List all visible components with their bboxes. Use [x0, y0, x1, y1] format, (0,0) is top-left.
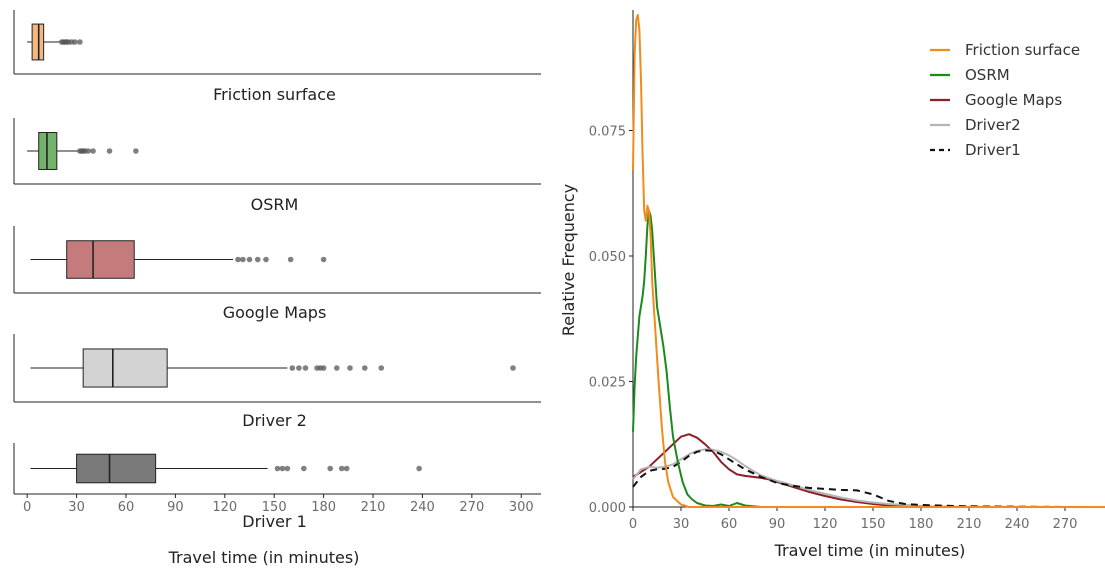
panel-label-google-maps: Google Maps	[223, 303, 327, 322]
x-tick-label: 240	[1005, 517, 1030, 532]
legend-label: OSRM	[965, 66, 1010, 84]
boxplot-driver-2: Driver 2	[13, 334, 541, 430]
x-tick-label: 30	[673, 517, 690, 532]
outlier-point	[77, 39, 83, 45]
box	[66, 240, 135, 279]
box	[31, 23, 45, 61]
outlier-point	[235, 256, 241, 263]
x-tick-label: 210	[957, 517, 982, 532]
x-tick-label: 60	[721, 517, 738, 532]
outlier-point	[279, 465, 286, 472]
x-tick-label: 180	[909, 517, 934, 532]
panel-label-osrm: OSRM	[251, 195, 299, 214]
y-tick-label: 0.075	[589, 124, 626, 139]
density-line-driver1	[632, 449, 1105, 508]
outlier-point	[284, 465, 291, 472]
outlier-point	[246, 256, 253, 263]
outlier-point	[85, 148, 91, 154]
outlier-point	[343, 465, 350, 472]
x-tick-label: 240	[410, 500, 435, 515]
x-tick-label: 30	[68, 500, 85, 515]
outlier-point	[378, 365, 385, 371]
outlier-point	[333, 365, 340, 371]
density-line-google-maps	[632, 433, 1105, 508]
x-tick-label: 210	[361, 500, 386, 515]
outlier-point	[274, 465, 281, 472]
outlier-point	[416, 465, 422, 472]
density-line-friction-surface	[632, 14, 1105, 508]
outlier-point	[302, 365, 309, 371]
outlier-point	[287, 256, 294, 263]
outlier-point	[320, 256, 327, 263]
density-axes: 0.000 0.025 0.050 0.075 0 30 60 90 120 150 180 210 2…	[589, 10, 1105, 532]
x-tick-label: 270	[459, 500, 484, 515]
outlier-point	[296, 365, 302, 371]
boxplot-x-axis: 0 30 60 90 120 150 180 210 240 270 300	[23, 494, 534, 515]
x-tick-label: 120	[813, 517, 838, 532]
outlier-point	[289, 365, 296, 371]
legend-item-google-maps: Google Maps	[930, 91, 1062, 109]
density-y-axis-title: Relative Frequency	[559, 184, 578, 336]
x-tick-label: 150	[861, 517, 886, 532]
outlier-point	[338, 465, 345, 472]
x-tick-label: 60	[118, 500, 135, 515]
outlier-point	[361, 365, 368, 371]
legend-label: Google Maps	[965, 91, 1062, 109]
boxplot-panels: Friction surface OSRM Google Maps Driver 2 D…	[13, 10, 541, 531]
y-tick-label: 0.025	[589, 375, 626, 390]
outlier-point	[327, 465, 334, 472]
outlier-point	[347, 365, 353, 371]
y-tick-label: 0.000	[589, 501, 626, 516]
x-tick-label: 90	[167, 500, 184, 515]
legend-item-driver2: Driver2	[930, 116, 1021, 134]
box	[82, 348, 168, 388]
density-line-driver2	[632, 448, 1105, 508]
outlier-point	[106, 148, 113, 154]
box	[76, 453, 157, 484]
outlier-point	[90, 148, 96, 154]
density-x-axis-title: Travel time (in minutes)	[774, 541, 966, 560]
outlier-point	[301, 465, 307, 472]
x-tick-label: 0	[23, 500, 31, 515]
legend-label: Driver1	[965, 141, 1021, 159]
boxplot-osrm: OSRM	[13, 118, 541, 214]
outlier-point	[510, 365, 516, 371]
legend-item-friction-surface: Friction surface	[930, 41, 1080, 59]
density-legend: Friction surface OSRM Google Maps Driver2 Dr…	[930, 41, 1080, 159]
x-tick-label: 150	[262, 500, 287, 515]
outlier-point	[72, 39, 78, 45]
x-tick-label: 300	[509, 500, 534, 515]
boxplot-x-axis-title: Travel time (in minutes)	[168, 548, 360, 567]
outlier-point	[133, 148, 139, 154]
x-tick-label: 270	[1053, 517, 1078, 532]
legend-label: Friction surface	[965, 41, 1080, 59]
x-tick-label: 180	[311, 500, 336, 515]
density-lines	[632, 14, 1105, 508]
panel-label-driver-1: Driver 1	[242, 512, 307, 531]
boxplot-friction-surface: Friction surface	[13, 10, 541, 104]
outlier-point	[240, 256, 246, 263]
legend-label: Driver2	[965, 116, 1021, 134]
panel-label-friction-surface: Friction surface	[213, 85, 336, 104]
x-tick-label: 90	[769, 517, 786, 532]
outlier-point	[320, 365, 327, 371]
outlier-point	[254, 256, 261, 263]
box	[38, 132, 58, 170]
boxplot-google-maps: Google Maps	[13, 226, 541, 322]
x-tick-label: 120	[212, 500, 237, 515]
x-tick-label: 0	[629, 517, 637, 532]
density-line-osrm	[632, 209, 1105, 508]
y-tick-label: 0.050	[589, 250, 626, 265]
legend-item-osrm: OSRM	[930, 66, 1010, 84]
outlier-point	[263, 256, 269, 263]
boxplot-driver-1: Driver 1	[13, 443, 541, 531]
legend-item-driver1: Driver1	[930, 141, 1021, 159]
panel-label-driver-2: Driver 2	[242, 411, 307, 430]
